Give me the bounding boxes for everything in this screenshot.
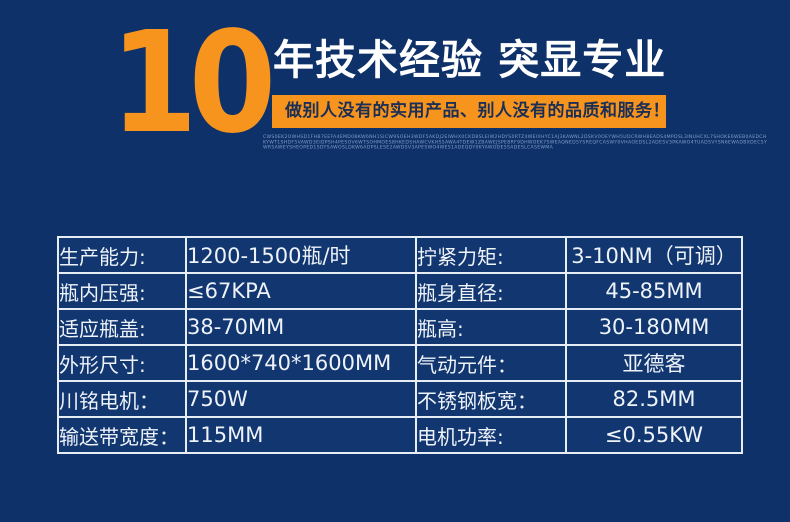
spec-label: 气动元件：: [415, 344, 567, 382]
spec-row-2: 瓶内压强: ≤67KPA 瓶身直径: 45-85MM: [57, 272, 743, 310]
spec-label: 生产能力:: [57, 236, 187, 274]
spec-value: ≤67KPA: [185, 272, 417, 310]
spec-value: ≤0.55KW: [565, 416, 743, 454]
spec-label: 输送带宽度：: [57, 416, 187, 454]
spec-value: 38-70MM: [185, 308, 417, 346]
spec-label: 川铭电机：: [57, 380, 187, 418]
spec-label: 不锈钢板宽：: [415, 380, 567, 418]
spec-row-1: 生产能力: 1200-1500瓶/时 拧紧力矩: 3-10NM（可调）: [57, 236, 743, 274]
spec-row-3: 适应瓶盖: 38-70MM 瓶高: 30-180MM: [57, 308, 743, 346]
spec-value: 1200-1500瓶/时: [185, 236, 417, 274]
spec-row-5: 川铭电机： 750W 不锈钢板宽： 82.5MM: [57, 380, 743, 418]
spec-label: 拧紧力矩:: [415, 236, 567, 274]
fine-print-line: CWS0EK2OWHSD1FHB7EEFA4EMD0BKW6NH1SICW9SO…: [263, 134, 767, 140]
fine-print: CWS0EK2OWHSD1FHB7EEFA4EMD0BKW6NH1SICW9SO…: [263, 134, 768, 150]
spec-value: 1600*740*1600MM: [185, 344, 417, 382]
spec-value: 30-180MM: [565, 308, 743, 346]
spec-table: 生产能力: 1200-1500瓶/时 拧紧力矩: 3-10NM（可调） 瓶内压强…: [57, 236, 743, 454]
spec-value: 3-10NM（可调）: [565, 236, 743, 274]
spec-label: 瓶身直径:: [415, 272, 567, 310]
headline-title: 年技术经验 突显专业: [273, 36, 667, 84]
fine-print-line: KYWT1SHDF5VAWD3EIDPSH4PESOV6WTSOHMOES8HK…: [263, 139, 768, 145]
spec-value: 45-85MM: [565, 272, 743, 310]
spec-value: 亚德客: [565, 344, 743, 382]
fine-print-line: WR5AWEYSHEOPED1SDYSAWOSLDKW6ADPSLESE2AWD…: [263, 144, 554, 150]
years-big-number: 10: [110, 2, 276, 165]
slogan-banner: 做别人没有的实用产品、别人没有的品质和服务！: [272, 95, 670, 128]
spec-label: 电机功率:: [415, 416, 567, 454]
spec-row-6: 输送带宽度： 115MM 电机功率: ≤0.55KW: [57, 416, 743, 454]
spec-label: 瓶内压强:: [57, 272, 187, 310]
spec-value: 82.5MM: [565, 380, 743, 418]
spec-label: 外形尺寸:: [57, 344, 187, 382]
spec-label: 适应瓶盖:: [57, 308, 187, 346]
spec-label: 瓶高:: [415, 308, 567, 346]
spec-value: 750W: [185, 380, 417, 418]
spec-row-4: 外形尺寸: 1600*740*1600MM 气动元件： 亚德客: [57, 344, 743, 382]
spec-value: 115MM: [185, 416, 417, 454]
